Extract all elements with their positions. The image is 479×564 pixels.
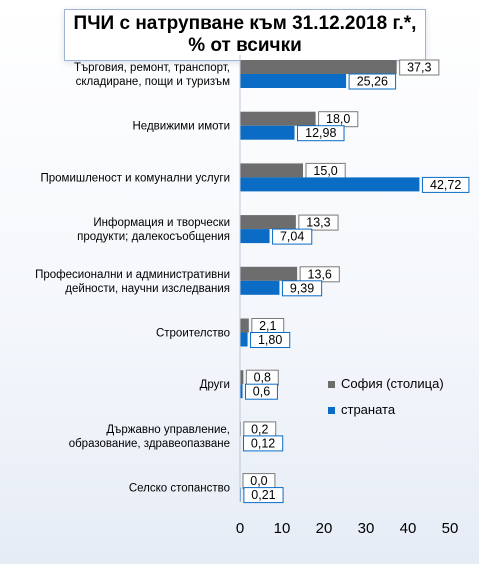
data-label-box — [348, 73, 397, 90]
category-label: образование, здравеопазване — [69, 438, 230, 450]
chart-title-line-1: ПЧИ с натрупване към 31.12.2018 г.*, — [73, 13, 417, 35]
bar-country — [240, 280, 280, 295]
data-label-sofia: 0,8 — [254, 371, 271, 385]
data-label-box — [281, 280, 323, 297]
bar-sofia — [240, 60, 397, 74]
data-label-country: 0,6 — [253, 385, 270, 399]
category-labels: Търговия, ремонт, транспорт, складиране, … — [35, 62, 230, 495]
data-label-sofia: 2,1 — [259, 319, 276, 333]
data-label-box — [250, 332, 291, 348]
data-label-box — [243, 435, 284, 452]
data-label-box — [245, 383, 278, 400]
bar-country — [240, 125, 295, 140]
category-label: Информация и творчески — [93, 217, 230, 229]
data-label-box — [272, 228, 313, 245]
data-label-box — [298, 214, 339, 231]
category-label: Промишленост и комунални услуги — [40, 172, 230, 184]
legend-swatch-sofia — [328, 381, 335, 388]
data-label-sofia: 0,0 — [250, 474, 267, 488]
data-label-country: 0,21 — [251, 488, 275, 502]
data-label-sofia: 15,0 — [313, 164, 337, 178]
bar-country — [240, 177, 420, 192]
bar-sofia — [240, 111, 316, 126]
category-label: продукти; далекосъобщения — [77, 231, 230, 243]
bar-sofia — [240, 318, 249, 333]
x-tick-label: 40 — [400, 520, 417, 537]
x-axis-ticks: 0 10 20 30 40 50 — [236, 55, 459, 537]
data-label-box — [297, 125, 345, 142]
bar-country — [240, 229, 270, 244]
data-label-sofia: 0,2 — [251, 422, 268, 436]
data-label-country: 12,98 — [305, 126, 336, 140]
bar-sofia — [240, 266, 298, 281]
category-label: Строителство — [156, 328, 230, 340]
data-label-sofia: 18,0 — [326, 112, 350, 126]
data-label-country: 1,80 — [258, 333, 282, 347]
data-label-box — [421, 176, 470, 193]
data-label-sofia: 37,3 — [407, 61, 431, 75]
x-tick-label: 30 — [358, 520, 375, 537]
data-label-sofia: 13,6 — [308, 267, 332, 281]
bar-sofia — [240, 370, 244, 385]
bar-sofia — [240, 163, 303, 178]
category-label: складиране, пощи и туризъм — [76, 76, 230, 88]
category-label: Държавно управление, — [106, 424, 230, 436]
legend-label-sofia: София (столица) — [341, 376, 444, 391]
x-tick-label: 50 — [442, 520, 459, 537]
x-tick-label: 20 — [316, 520, 333, 537]
bar-country — [240, 384, 243, 399]
bar-country — [240, 74, 347, 88]
data-label-country: 7,04 — [280, 230, 304, 244]
data-label-country: 9,39 — [290, 281, 314, 295]
legend: София (столица) страната — [328, 376, 444, 417]
bars-layer: 37,3 25,26 18,012,98 15,0 42,72 13,37,04 13,69… — [240, 59, 470, 504]
category-label: Недвижими имоти — [133, 121, 231, 133]
legend-label-country: страната — [341, 402, 396, 417]
data-label-country: 0,12 — [251, 436, 275, 450]
category-label: Селско стопанство — [129, 483, 230, 495]
data-label-box — [243, 487, 284, 504]
category-label: Други — [200, 379, 230, 391]
x-tick-label: 0 — [236, 520, 244, 537]
category-label: Професионални и административни — [35, 269, 230, 281]
x-tick-label: 10 — [274, 520, 291, 537]
chart-title: ПЧИ с натрупване към 31.12.2018 г.*, % о… — [64, 9, 426, 61]
data-label-country: 42,72 — [430, 178, 461, 192]
data-label-box — [399, 59, 440, 76]
data-label-country: 25,26 — [357, 75, 388, 89]
bar-sofia — [240, 215, 296, 230]
category-label: дейности, научни изследвания — [65, 283, 230, 295]
data-label-sofia: 13,3 — [306, 216, 330, 230]
category-label: Търговия, ремонт, транспорт, — [74, 62, 230, 74]
bar-country — [240, 332, 248, 347]
chart-title-line-2: % от всички — [188, 35, 302, 56]
legend-swatch-country — [328, 407, 335, 414]
